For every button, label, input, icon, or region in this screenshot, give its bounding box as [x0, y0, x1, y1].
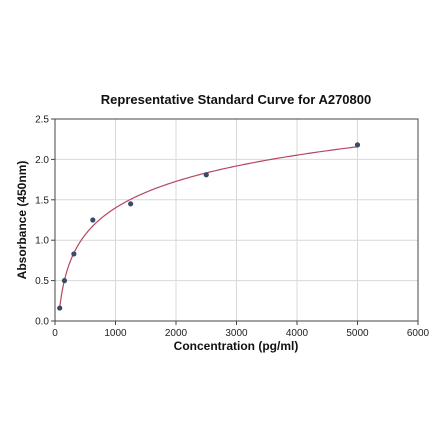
x-tick-labels: 0 1000 2000 3000 4000 5000 6000	[52, 328, 429, 339]
x-tick-label: 3000	[225, 328, 248, 339]
y-tick-labels: 0.0 0.5 1.0 1.5 2.0 2.5	[35, 115, 49, 328]
data-point	[128, 201, 134, 207]
y-tick-label: 1.5	[35, 195, 49, 206]
y-tick-label: 0.0	[35, 317, 49, 328]
chart-title: Representative Standard Curve for A27080…	[101, 92, 371, 107]
y-tick-label: 2.5	[35, 115, 49, 126]
y-axis-label: Absorbance (450nm)	[15, 161, 29, 280]
data-point	[354, 142, 361, 148]
axis-ticks	[51, 118, 419, 325]
data-point	[71, 251, 77, 257]
y-tick-label: 2.0	[35, 155, 49, 166]
y-tick-label: 0.5	[35, 276, 49, 287]
x-tick-label: 1000	[104, 328, 127, 339]
x-tick-label: 4000	[286, 328, 309, 339]
x-tick-label: 5000	[346, 328, 369, 339]
x-tick-label: 0	[52, 328, 58, 339]
x-axis-label: Concentration (pg/ml)	[174, 339, 299, 353]
data-point	[61, 278, 68, 284]
grid-lines	[55, 119, 418, 321]
data-point	[203, 172, 209, 178]
data-points	[57, 142, 361, 311]
x-tick-label: 2000	[165, 328, 188, 339]
data-point	[90, 217, 96, 223]
x-tick-label: 6000	[407, 328, 430, 339]
y-tick-label: 1.0	[35, 236, 49, 247]
data-point	[57, 305, 63, 311]
